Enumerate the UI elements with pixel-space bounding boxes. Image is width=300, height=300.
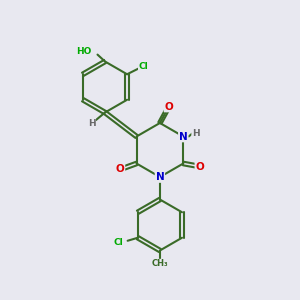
Text: O: O [195, 161, 204, 172]
Text: O: O [116, 164, 124, 175]
Text: H: H [192, 129, 200, 138]
Text: CH₃: CH₃ [152, 260, 168, 268]
Text: Cl: Cl [113, 238, 123, 247]
Text: HO: HO [76, 46, 92, 56]
Text: N: N [155, 172, 164, 182]
Text: O: O [164, 101, 173, 112]
Text: H: H [88, 118, 95, 127]
Text: Cl: Cl [139, 62, 148, 71]
Text: N: N [179, 131, 188, 142]
